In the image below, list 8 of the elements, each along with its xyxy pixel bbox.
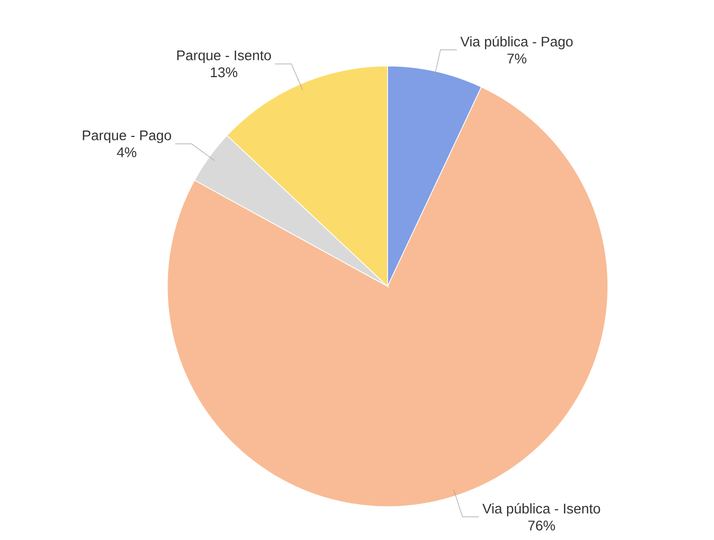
data-label: 4% [116, 147, 136, 158]
data-label: 76% [528, 520, 555, 530]
slice-label: Parque - Isento [177, 50, 271, 64]
data-label: 13% [210, 67, 238, 78]
data-label: 7% [507, 54, 526, 64]
slice-label: Via pública - Pago [460, 36, 573, 50]
slice-label: Via pública - Isento [482, 503, 600, 516]
slice-label: Parque - Pago [82, 130, 172, 144]
